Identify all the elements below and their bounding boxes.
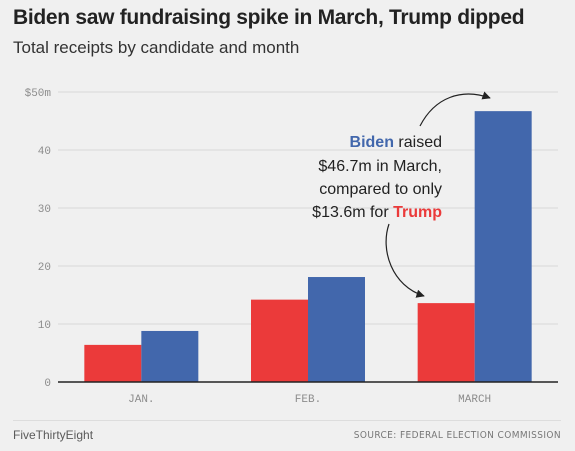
bar-biden-jan: [141, 330, 199, 382]
x-tick-label: JAN.: [128, 394, 154, 406]
bar-trump-feb: [251, 299, 308, 382]
source-label: SOURCE: FEDERAL ELECTION COMMISSION: [353, 430, 561, 441]
y-tick-label: 40: [38, 146, 51, 158]
bar-trump-march: [417, 303, 475, 382]
annotation-arrow-to-biden: [419, 91, 491, 127]
bar-biden-march: [474, 111, 532, 382]
annotation-line: compared to only: [319, 181, 442, 198]
bar-biden-feb: [308, 277, 365, 382]
bars: [84, 111, 532, 382]
brand-label: FiveThirtyEight: [13, 428, 94, 442]
chart-title: Biden saw fundraising spike in March, Tr…: [13, 6, 525, 29]
footer-divider: [13, 420, 561, 421]
x-tick-label: MARCH: [458, 394, 491, 406]
y-tick-label: 20: [38, 262, 51, 274]
annotation-line: Biden raised: [350, 134, 442, 151]
y-tick-label: 0: [44, 378, 51, 390]
annotation-arrow-to-trump: [385, 223, 425, 298]
bar-trump-jan: [84, 344, 142, 382]
annotation: Biden raised $46.7m in March, compared to …: [312, 91, 491, 298]
axes: 0 10 20 30 40 $50m JAN. FEB. MARCH: [25, 88, 558, 406]
annotation-line: $13.6m for Trump: [312, 204, 442, 221]
y-tick-label: 10: [38, 320, 51, 332]
annotation-line: $46.7m in March,: [318, 158, 442, 175]
y-tick-label: 30: [38, 204, 51, 216]
y-tick-label: $50m: [25, 88, 52, 100]
chart-subtitle: Total receipts by candidate and month: [13, 38, 300, 57]
annotation-text: Biden raised $46.7m in March, compared to …: [312, 134, 442, 221]
x-tick-label: FEB.: [295, 394, 321, 406]
